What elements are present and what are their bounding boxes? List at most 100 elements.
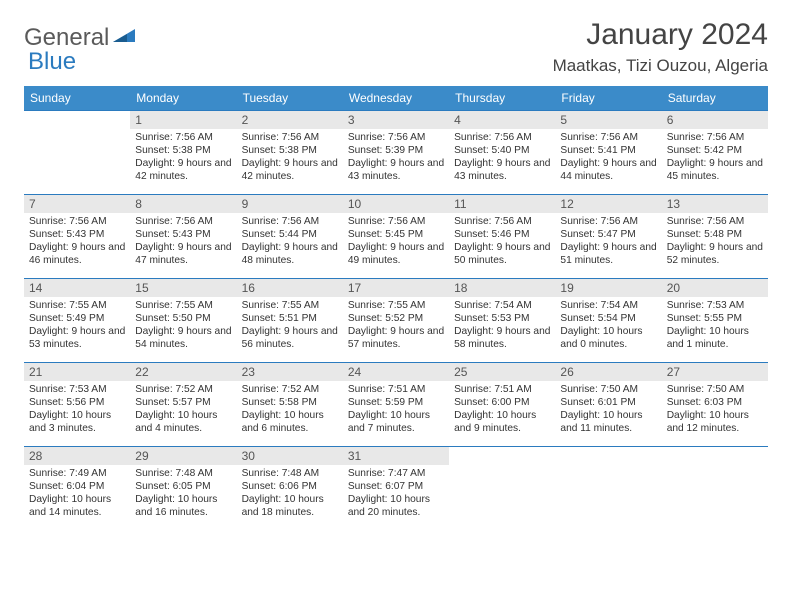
calendar-day-cell: 16Sunrise: 7:55 AMSunset: 5:51 PMDayligh… (237, 279, 343, 363)
day-details: Sunrise: 7:56 AMSunset: 5:43 PMDaylight:… (130, 213, 236, 271)
day-details: Sunrise: 7:51 AMSunset: 6:00 PMDaylight:… (449, 381, 555, 439)
calendar-day-cell: 7Sunrise: 7:56 AMSunset: 5:43 PMDaylight… (24, 195, 130, 279)
day-details: Sunrise: 7:54 AMSunset: 5:53 PMDaylight:… (449, 297, 555, 355)
calendar-day-cell: 13Sunrise: 7:56 AMSunset: 5:48 PMDayligh… (662, 195, 768, 279)
day-number: 22 (130, 363, 236, 381)
calendar-day-cell (449, 447, 555, 531)
title-block: January 2024 Maatkas, Tizi Ouzou, Algeri… (553, 18, 768, 76)
day-details: Sunrise: 7:54 AMSunset: 5:54 PMDaylight:… (555, 297, 661, 355)
calendar-day-cell: 6Sunrise: 7:56 AMSunset: 5:42 PMDaylight… (662, 111, 768, 195)
day-number: 21 (24, 363, 130, 381)
calendar-day-cell: 25Sunrise: 7:51 AMSunset: 6:00 PMDayligh… (449, 363, 555, 447)
calendar-day-cell: 19Sunrise: 7:54 AMSunset: 5:54 PMDayligh… (555, 279, 661, 363)
calendar-day-cell: 31Sunrise: 7:47 AMSunset: 6:07 PMDayligh… (343, 447, 449, 531)
weekday-header: Saturday (662, 86, 768, 111)
day-number: 20 (662, 279, 768, 297)
calendar-table: Sunday Monday Tuesday Wednesday Thursday… (24, 86, 768, 531)
weekday-header: Sunday (24, 86, 130, 111)
weekday-header: Thursday (449, 86, 555, 111)
day-number: 27 (662, 363, 768, 381)
day-number: 26 (555, 363, 661, 381)
day-details: Sunrise: 7:50 AMSunset: 6:03 PMDaylight:… (662, 381, 768, 439)
day-number: 2 (237, 111, 343, 129)
day-number: 5 (555, 111, 661, 129)
day-number: 16 (237, 279, 343, 297)
calendar-day-cell: 10Sunrise: 7:56 AMSunset: 5:45 PMDayligh… (343, 195, 449, 279)
calendar-day-cell: 21Sunrise: 7:53 AMSunset: 5:56 PMDayligh… (24, 363, 130, 447)
page-header: General January 2024 Maatkas, Tizi Ouzou… (24, 18, 768, 76)
day-number: 30 (237, 447, 343, 465)
day-number (662, 447, 768, 451)
day-details: Sunrise: 7:55 AMSunset: 5:52 PMDaylight:… (343, 297, 449, 355)
day-number: 18 (449, 279, 555, 297)
weekday-header: Tuesday (237, 86, 343, 111)
day-details: Sunrise: 7:47 AMSunset: 6:07 PMDaylight:… (343, 465, 449, 523)
calendar-day-cell: 15Sunrise: 7:55 AMSunset: 5:50 PMDayligh… (130, 279, 236, 363)
day-details: Sunrise: 7:56 AMSunset: 5:38 PMDaylight:… (237, 129, 343, 187)
day-details: Sunrise: 7:55 AMSunset: 5:49 PMDaylight:… (24, 297, 130, 355)
day-number: 9 (237, 195, 343, 213)
day-details: Sunrise: 7:51 AMSunset: 5:59 PMDaylight:… (343, 381, 449, 439)
day-details: Sunrise: 7:55 AMSunset: 5:51 PMDaylight:… (237, 297, 343, 355)
day-details: Sunrise: 7:56 AMSunset: 5:45 PMDaylight:… (343, 213, 449, 271)
day-number: 19 (555, 279, 661, 297)
day-number: 15 (130, 279, 236, 297)
calendar-day-cell: 1Sunrise: 7:56 AMSunset: 5:38 PMDaylight… (130, 111, 236, 195)
day-number (24, 111, 130, 115)
calendar-day-cell: 8Sunrise: 7:56 AMSunset: 5:43 PMDaylight… (130, 195, 236, 279)
calendar-day-cell: 11Sunrise: 7:56 AMSunset: 5:46 PMDayligh… (449, 195, 555, 279)
calendar-day-cell (555, 447, 661, 531)
day-details: Sunrise: 7:53 AMSunset: 5:55 PMDaylight:… (662, 297, 768, 355)
day-details: Sunrise: 7:48 AMSunset: 6:05 PMDaylight:… (130, 465, 236, 523)
day-number: 13 (662, 195, 768, 213)
day-details: Sunrise: 7:56 AMSunset: 5:43 PMDaylight:… (24, 213, 130, 271)
day-number: 14 (24, 279, 130, 297)
day-details: Sunrise: 7:56 AMSunset: 5:41 PMDaylight:… (555, 129, 661, 187)
day-details: Sunrise: 7:56 AMSunset: 5:48 PMDaylight:… (662, 213, 768, 271)
calendar-day-cell: 24Sunrise: 7:51 AMSunset: 5:59 PMDayligh… (343, 363, 449, 447)
day-number: 8 (130, 195, 236, 213)
calendar-day-cell: 2Sunrise: 7:56 AMSunset: 5:38 PMDaylight… (237, 111, 343, 195)
calendar-week-row: 28Sunrise: 7:49 AMSunset: 6:04 PMDayligh… (24, 447, 768, 531)
calendar-day-cell: 4Sunrise: 7:56 AMSunset: 5:40 PMDaylight… (449, 111, 555, 195)
day-details: Sunrise: 7:49 AMSunset: 6:04 PMDaylight:… (24, 465, 130, 523)
day-details: Sunrise: 7:56 AMSunset: 5:44 PMDaylight:… (237, 213, 343, 271)
day-number: 11 (449, 195, 555, 213)
day-details: Sunrise: 7:55 AMSunset: 5:50 PMDaylight:… (130, 297, 236, 355)
day-number: 23 (237, 363, 343, 381)
calendar-day-cell (24, 111, 130, 195)
calendar-day-cell: 26Sunrise: 7:50 AMSunset: 6:01 PMDayligh… (555, 363, 661, 447)
calendar-header-row: Sunday Monday Tuesday Wednesday Thursday… (24, 86, 768, 111)
brand-triangle-icon (113, 26, 135, 47)
day-details: Sunrise: 7:48 AMSunset: 6:06 PMDaylight:… (237, 465, 343, 523)
weekday-header: Monday (130, 86, 236, 111)
day-number: 24 (343, 363, 449, 381)
day-details: Sunrise: 7:56 AMSunset: 5:39 PMDaylight:… (343, 129, 449, 187)
calendar-day-cell: 3Sunrise: 7:56 AMSunset: 5:39 PMDaylight… (343, 111, 449, 195)
day-number: 10 (343, 195, 449, 213)
calendar-day-cell: 9Sunrise: 7:56 AMSunset: 5:44 PMDaylight… (237, 195, 343, 279)
calendar-day-cell: 20Sunrise: 7:53 AMSunset: 5:55 PMDayligh… (662, 279, 768, 363)
location-text: Maatkas, Tizi Ouzou, Algeria (553, 56, 768, 76)
brand-name-blue: Blue (28, 48, 76, 75)
calendar-week-row: 14Sunrise: 7:55 AMSunset: 5:49 PMDayligh… (24, 279, 768, 363)
day-number: 3 (343, 111, 449, 129)
calendar-day-cell (662, 447, 768, 531)
day-number: 29 (130, 447, 236, 465)
calendar-day-cell: 12Sunrise: 7:56 AMSunset: 5:47 PMDayligh… (555, 195, 661, 279)
day-number (449, 447, 555, 451)
calendar-day-cell: 27Sunrise: 7:50 AMSunset: 6:03 PMDayligh… (662, 363, 768, 447)
day-number: 31 (343, 447, 449, 465)
calendar-day-cell: 28Sunrise: 7:49 AMSunset: 6:04 PMDayligh… (24, 447, 130, 531)
calendar-day-cell: 22Sunrise: 7:52 AMSunset: 5:57 PMDayligh… (130, 363, 236, 447)
calendar-day-cell: 30Sunrise: 7:48 AMSunset: 6:06 PMDayligh… (237, 447, 343, 531)
weekday-header: Wednesday (343, 86, 449, 111)
day-details: Sunrise: 7:50 AMSunset: 6:01 PMDaylight:… (555, 381, 661, 439)
day-number: 12 (555, 195, 661, 213)
day-number: 4 (449, 111, 555, 129)
day-number: 28 (24, 447, 130, 465)
day-number: 1 (130, 111, 236, 129)
day-number (555, 447, 661, 451)
day-details: Sunrise: 7:56 AMSunset: 5:46 PMDaylight:… (449, 213, 555, 271)
day-number: 6 (662, 111, 768, 129)
